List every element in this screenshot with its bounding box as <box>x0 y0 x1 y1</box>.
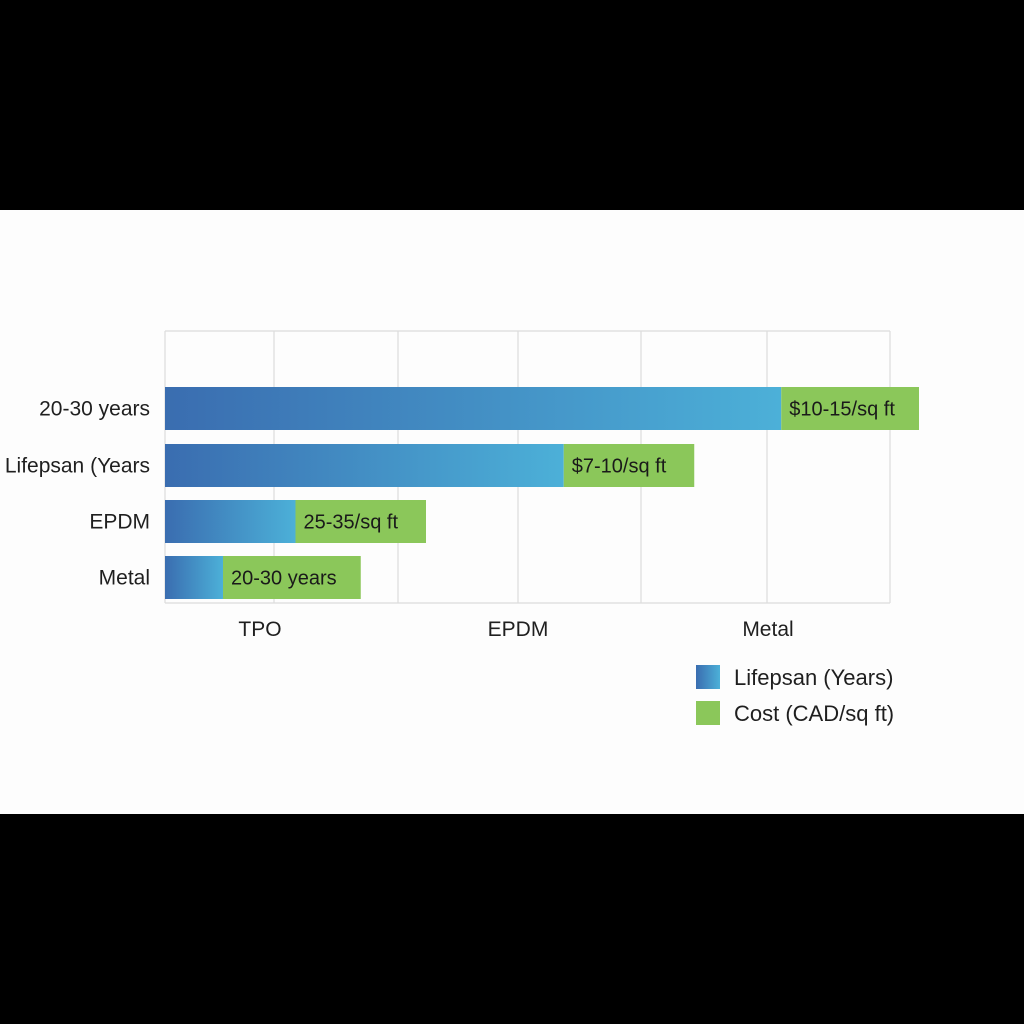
cost-bar <box>223 556 361 599</box>
legend-swatch-lifespan <box>696 665 720 689</box>
legend-label-lifespan: Lifepsan (Years) <box>734 665 893 690</box>
cost-bar <box>563 444 695 487</box>
x-tick-label: EPDM <box>488 618 549 641</box>
cost-data-label: $7-10/sq ft <box>572 456 667 478</box>
category-label: Lifepsan (Years <box>5 455 150 478</box>
cost-bar <box>781 387 919 430</box>
legend-label-cost: Cost (CAD/sq ft) <box>734 701 894 726</box>
category-label: EPDM <box>89 511 150 534</box>
category-label: 20-30 years <box>39 398 150 421</box>
labels: $10-15/sq ft 20-30 years $7-10/sq ft Lifeps… <box>5 398 895 642</box>
legend: Lifepsan (Years) Cost (CAD/sq ft) <box>696 665 894 726</box>
bars <box>165 387 919 599</box>
lifespan-bar <box>165 387 782 430</box>
legend-swatch-cost <box>696 701 720 725</box>
lifespan-bar <box>165 556 223 599</box>
x-tick-label: TPO <box>238 618 281 641</box>
category-label: Metal <box>99 567 150 590</box>
cost-data-label: 25-35/sq ft <box>304 512 399 534</box>
lifespan-bar <box>165 444 564 487</box>
x-tick-label: Metal <box>742 618 793 641</box>
cost-data-label: 20-30 years <box>231 568 337 590</box>
cost-data-label: $10-15/sq ft <box>789 399 895 421</box>
lifespan-bar <box>165 500 296 543</box>
cost-bar <box>295 500 426 543</box>
